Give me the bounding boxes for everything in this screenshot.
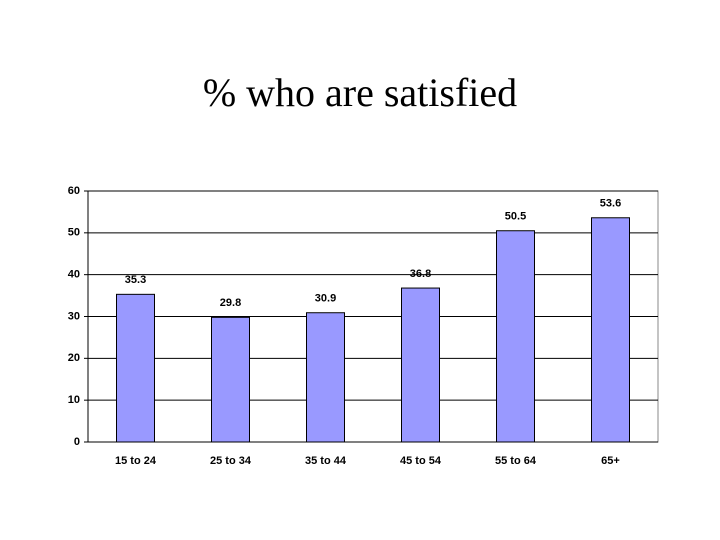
chart-title: % who are satisfied [203, 70, 517, 115]
data-label: 36.8 [410, 268, 431, 280]
y-tick-label: 20 [68, 352, 80, 364]
y-tick-label: 60 [68, 185, 80, 197]
y-tick-label: 50 [68, 227, 80, 239]
bar [211, 316, 250, 443]
bar [401, 287, 440, 443]
bar [116, 293, 155, 443]
bar [306, 312, 345, 443]
x-tick-label: 25 to 34 [210, 455, 252, 467]
data-label: 29.8 [220, 297, 241, 309]
data-label: 50.5 [505, 211, 526, 223]
x-tick-label: 65+ [601, 455, 620, 467]
y-tick-label: 40 [68, 269, 80, 281]
x-tick-label: 15 to 24 [115, 455, 157, 467]
bar [591, 217, 630, 443]
y-tick-label: 10 [68, 394, 80, 406]
x-tick-label: 35 to 44 [305, 455, 347, 467]
x-tick-label: 45 to 54 [400, 455, 442, 467]
data-label: 35.3 [125, 274, 146, 286]
bar [496, 230, 535, 443]
y-tick-label: 30 [68, 310, 80, 322]
y-tick-label: 0 [74, 436, 80, 448]
data-label: 53.6 [600, 198, 621, 210]
data-label: 30.9 [315, 293, 336, 305]
x-tick-label: 55 to 64 [495, 455, 537, 467]
